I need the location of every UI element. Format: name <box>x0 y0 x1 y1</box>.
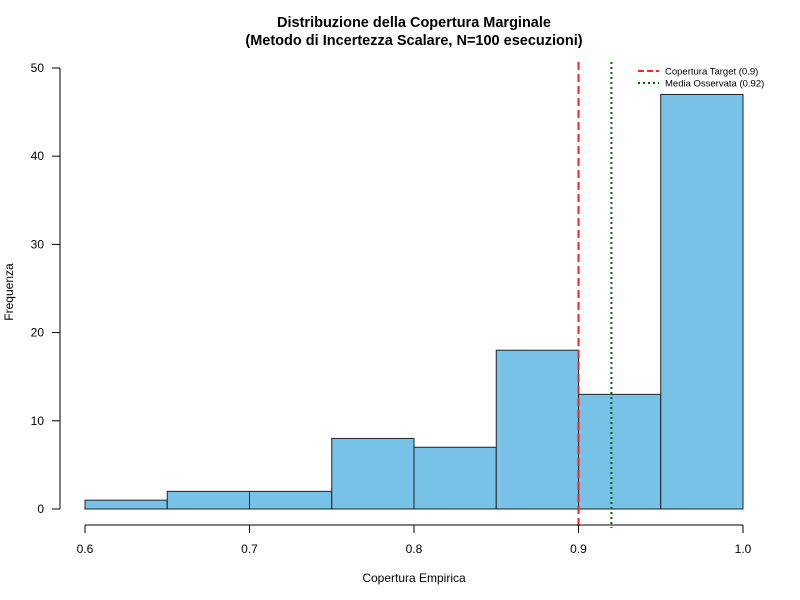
chart-title-line1: Distribuzione della Copertura Marginale <box>277 15 551 31</box>
x-axis-label: Copertura Empirica <box>362 571 466 585</box>
histogram-bar-8 <box>660 93 744 510</box>
x-tick-label: 0.9 <box>570 542 587 556</box>
histogram-bar-2 <box>166 490 250 510</box>
y-tick-label: 40 <box>31 149 45 163</box>
bars-group <box>84 93 744 510</box>
y-tick-label: 0 <box>37 502 44 516</box>
histogram-bar-7 <box>578 393 662 510</box>
y-axis: 0 10 20 30 40 50 <box>31 61 61 516</box>
histogram-bar-3 <box>249 490 333 510</box>
histogram-bar-1 <box>84 499 168 510</box>
y-tick-label: 30 <box>31 237 45 251</box>
reference-lines-group <box>577 62 613 528</box>
histogram-bar-5 <box>413 446 497 510</box>
x-tick-label: 0.8 <box>406 542 423 556</box>
legend-label-2: Media Osservata (0.92) <box>665 79 764 90</box>
chart-title-line2: (Metodo di Incertezza Scalare, N=100 ese… <box>245 33 582 49</box>
x-tick-label: 0.6 <box>77 542 94 556</box>
y-tick-label: 50 <box>31 61 45 75</box>
x-axis: 0.6 0.7 0.8 0.9 1.0 <box>77 524 752 556</box>
y-tick-label: 20 <box>31 326 45 340</box>
y-tick-label: 10 <box>31 414 45 428</box>
legend: Copertura Target (0.9)Media Osservata (0… <box>638 67 764 90</box>
legend-label-1: Copertura Target (0.9) <box>665 67 758 78</box>
histogram-bar-4 <box>331 437 415 510</box>
x-tick-label: 1.0 <box>735 542 752 556</box>
x-tick-label: 0.7 <box>241 542 258 556</box>
y-axis-label: Frequenza <box>2 263 16 321</box>
histogram-bar-6 <box>495 349 579 510</box>
